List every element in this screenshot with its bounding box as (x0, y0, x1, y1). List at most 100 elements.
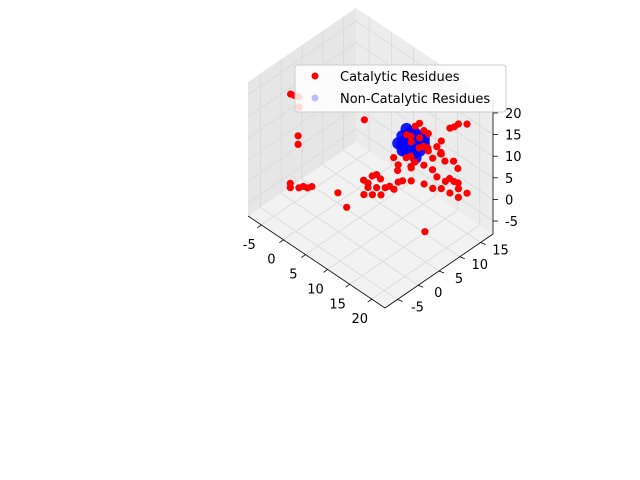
x-tick-mark (257, 224, 262, 229)
catalytic-point (407, 138, 415, 146)
catalytic-point (441, 157, 449, 165)
non-catalytic-point (401, 143, 413, 156)
x-tick-mark (279, 239, 284, 244)
x-tick-mark (345, 283, 350, 288)
catalytic-point (368, 191, 376, 199)
catalytic-point (407, 132, 415, 140)
z-tick-label: 0 (505, 193, 513, 208)
catalytic-point (416, 134, 424, 142)
catalytic-point (429, 154, 437, 162)
catalytic-point (381, 184, 389, 192)
y-grid-line-floor (322, 164, 460, 258)
catalytic-point (394, 161, 402, 169)
x-tick-label: -5 (243, 238, 256, 253)
catalytic-point (437, 185, 445, 193)
catalytic-point (424, 130, 432, 138)
catalytic-point (360, 116, 368, 124)
catalytic-point (454, 179, 462, 187)
z-grid-line-left (247, 107, 357, 182)
y-tick-label: -5 (411, 300, 424, 315)
y-grid-line-floor (343, 150, 481, 243)
catalytic-point (286, 184, 294, 192)
catalytic-point (454, 164, 462, 173)
legend: Catalytic Residues Non-Catalytic Residue… (294, 64, 507, 113)
z-tick-label: -5 (505, 215, 518, 230)
catalytic-point (407, 152, 415, 160)
z-tick-label: 10 (505, 150, 522, 165)
catalytic-point (463, 189, 471, 197)
x-axis-line (247, 215, 386, 309)
catalytic-point (428, 166, 437, 174)
catalytic-point (360, 191, 368, 199)
catalytic-point (294, 140, 302, 148)
catalytic-point (424, 144, 432, 152)
y-tick-mark (480, 242, 486, 245)
catalytic-point (463, 120, 471, 128)
non-catalytic-point (400, 122, 413, 135)
axis-lines (247, 100, 498, 309)
catalytic-point (446, 174, 454, 183)
catalytic-point (373, 184, 381, 192)
catalytic-point (394, 166, 402, 175)
y-tick-mark (397, 299, 403, 302)
x-tick-mark (367, 298, 372, 303)
legend-box (294, 64, 507, 113)
catalytic-point (420, 161, 428, 169)
catalytic-point (343, 203, 351, 211)
y-tick-mark (438, 270, 445, 274)
catalytic-point (421, 228, 429, 236)
x-tick-mark (323, 269, 328, 273)
y-tick-label: 5 (455, 272, 463, 287)
catalytic-point (364, 183, 372, 191)
legend-label-catalytic: Catalytic Residues (340, 70, 460, 85)
y-tick-mark (459, 256, 465, 260)
legend-label-non-catalytic: Non-Catalytic Residues (340, 92, 490, 107)
z-tick-label: 20 (505, 107, 522, 122)
z-grid-line-left (247, 128, 357, 204)
catalytic-point (376, 175, 385, 183)
catalytic-point (407, 164, 415, 172)
catalytic-point (454, 193, 462, 201)
y-grid-line-floor (260, 207, 398, 300)
catalytic-point (308, 183, 316, 191)
y-tick-label: 0 (434, 286, 442, 301)
z-grid-line-left (247, 20, 357, 96)
catalytic-point (334, 189, 342, 197)
catalytic-point (454, 185, 462, 193)
legend-marker-catalytic (311, 72, 319, 80)
catalytic-point (377, 191, 385, 199)
catalytic-point (429, 184, 437, 192)
catalytic-point (433, 143, 441, 151)
x-tick-label: 10 (307, 282, 324, 297)
z-grid-line-back (355, 128, 494, 222)
x-tick-label: 0 (267, 253, 275, 268)
z-tick-label: 15 (505, 129, 522, 144)
z-tick-label: 5 (505, 172, 513, 187)
x-tick-mark (301, 254, 306, 258)
catalytic-point (399, 177, 407, 185)
catalytic-point (415, 144, 423, 152)
catalytic-point (437, 137, 445, 145)
x-tick-label: 15 (329, 297, 346, 312)
catalytic-point (390, 185, 398, 193)
axis-panes (248, 8, 493, 308)
y-grid-line-floor (281, 192, 419, 286)
y-tick-label: 10 (471, 258, 488, 273)
catalytic-point (420, 180, 428, 188)
data-points (286, 90, 471, 236)
catalytic-point (450, 123, 458, 131)
y-tick-label: 15 (492, 244, 509, 259)
x-tick-label: 20 (351, 312, 368, 327)
y-grid-line-floor (301, 178, 440, 272)
catalytic-point (294, 132, 302, 140)
catalytic-point (449, 157, 458, 165)
catalytic-point (446, 189, 454, 197)
y-tick-mark (418, 284, 424, 288)
legend-marker-non-catalytic (311, 94, 319, 102)
x-tick-label: 5 (289, 268, 297, 283)
catalytic-point (433, 173, 441, 181)
catalytic-point (407, 177, 415, 185)
